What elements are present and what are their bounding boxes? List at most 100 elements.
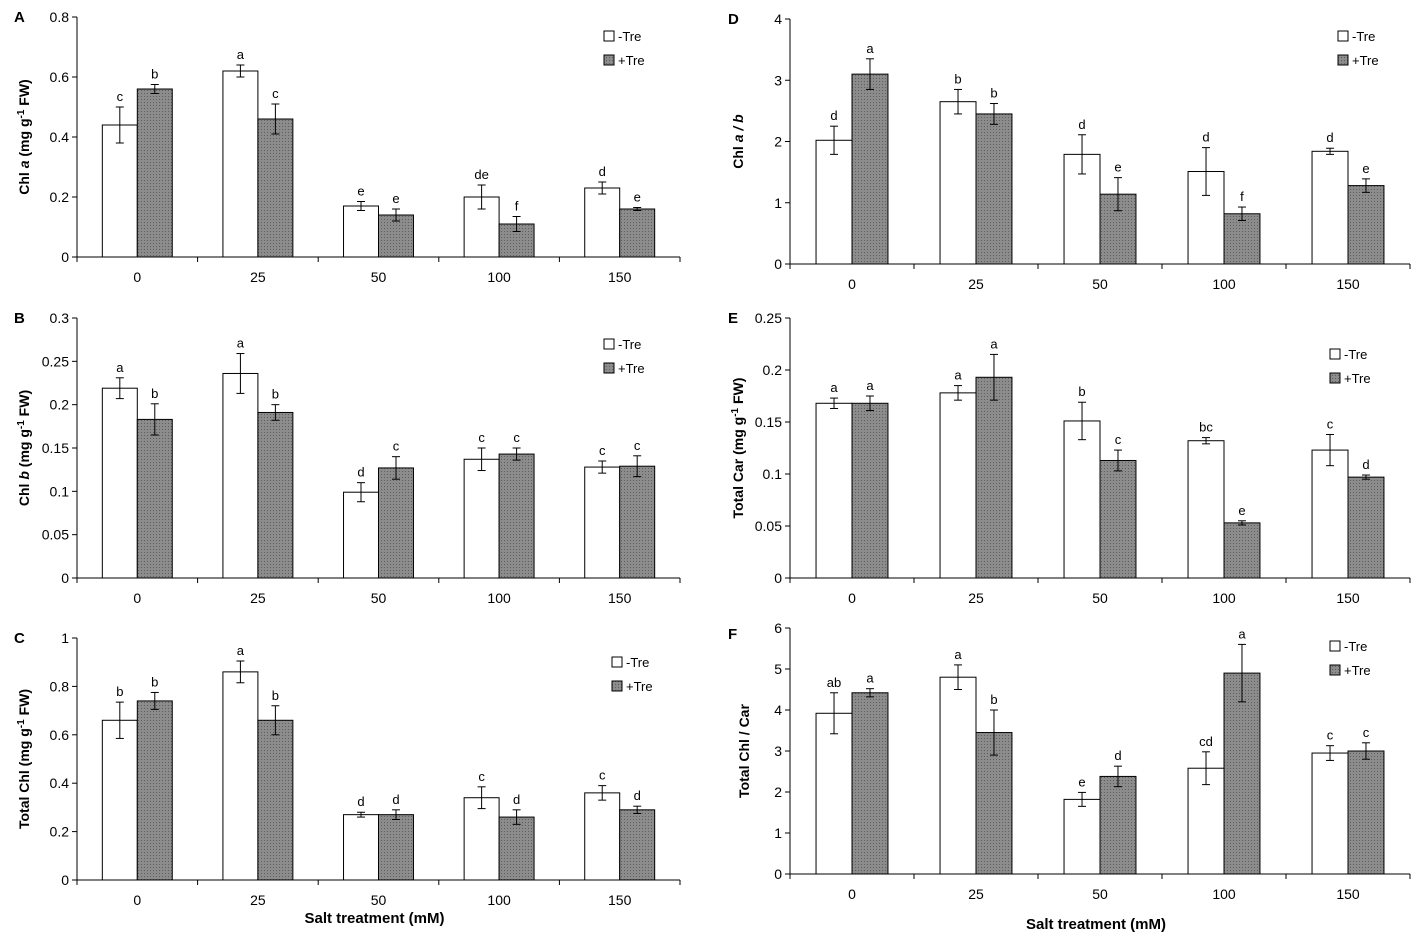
x-tick-label: 50: [1092, 276, 1108, 292]
bar-minus-tre: [1063, 420, 1101, 579]
bar-plus-tre: [975, 732, 1013, 875]
y-tick-label: 0.1: [50, 483, 70, 499]
significance-letter: d: [513, 792, 520, 807]
y-tick-label: 0.2: [50, 189, 70, 205]
bar-minus-tre: [343, 205, 379, 258]
significance-letter: e: [1114, 160, 1121, 175]
x-tick-label: 25: [968, 590, 984, 606]
bar-minus-tre: [939, 392, 977, 579]
panel-letter: E: [728, 310, 738, 327]
x-tick-label: 50: [1092, 590, 1108, 606]
y-tick-label: 0: [61, 570, 69, 586]
bar-plus-tre: [257, 411, 294, 579]
significance-letter: d: [357, 794, 364, 809]
legend-label: -Tre: [1344, 347, 1367, 362]
y-tick-label: 0.8: [50, 678, 70, 694]
y-tick-label: 2: [774, 134, 782, 150]
bar-plus-tre: [1099, 193, 1137, 265]
legend-label: -Tre: [1344, 639, 1367, 654]
legend-swatch: [611, 656, 623, 668]
panel-chl-a: A 0 0.2 0.4 0.6 0.8 0 25 50 100 150 c a e de d b c e f e -Tre…: [14, 9, 681, 285]
significance-letter: b: [1078, 384, 1085, 399]
significance-letter: d: [830, 108, 837, 123]
significance-letter: a: [237, 47, 245, 62]
significance-letter: b: [151, 674, 158, 689]
y-tick-label: 0.6: [50, 69, 70, 85]
significance-letter: b: [151, 67, 158, 82]
bar-plus-tre: [851, 692, 889, 875]
bar-plus-tre: [975, 376, 1013, 579]
bar-minus-tre: [343, 491, 379, 579]
y-tick-label: 1: [774, 825, 782, 841]
bar-plus-tre: [1099, 459, 1137, 579]
significance-letter: b: [272, 387, 279, 402]
significance-letter: a: [954, 647, 962, 662]
bar-plus-tre: [136, 700, 173, 881]
bar-minus-tre: [222, 372, 259, 579]
bar-minus-tre: [222, 671, 259, 881]
x-tick-label: 0: [133, 590, 141, 606]
significance-letter: b: [990, 86, 997, 101]
legend-swatch: [603, 338, 615, 350]
significance-letter: c: [1327, 728, 1334, 743]
x-tick-label: 25: [250, 892, 266, 908]
bar-plus-tre: [975, 113, 1013, 265]
bar-plus-tre: [498, 453, 535, 579]
panel-chl-a-b-ratio: D 0 1 2 3 4 0 25 50 100 150 d b d d d a b e f e -Tre +Tre Chl a…: [728, 11, 1411, 292]
bar-plus-tre: [1223, 522, 1261, 579]
legend-label: +Tre: [618, 53, 645, 68]
bar-plus-tre: [378, 467, 414, 579]
y-axis-label: Total Chl / Car: [736, 704, 752, 798]
bar-plus-tre: [498, 816, 535, 881]
x-tick-label: 25: [250, 590, 266, 606]
y-tick-label: 0: [61, 249, 69, 265]
y-tick-label: 0.1: [763, 466, 783, 482]
legend-label: -Tre: [626, 655, 649, 670]
legend-swatch: [1329, 372, 1341, 384]
significance-letter: c: [272, 86, 279, 101]
x-tick-label: 100: [487, 590, 511, 606]
significance-letter: c: [634, 438, 641, 453]
significance-letter: d: [634, 788, 641, 803]
bar-plus-tre: [619, 208, 656, 258]
bar-minus-tre: [1187, 440, 1225, 579]
legend-label: +Tre: [1344, 663, 1371, 678]
y-tick-label: 0: [61, 872, 69, 888]
legend-label: +Tre: [626, 679, 653, 694]
bar-plus-tre: [1099, 775, 1137, 875]
x-axis-title: Salt treatment (mM): [1026, 916, 1166, 933]
significance-letter: de: [474, 167, 488, 182]
significance-letter: a: [116, 360, 124, 375]
y-tick-label: 3: [774, 72, 782, 88]
bar-minus-tre: [815, 402, 853, 579]
bar-minus-tre: [939, 676, 977, 875]
x-tick-label: 0: [848, 590, 856, 606]
bar-minus-tre: [463, 797, 500, 881]
significance-letter: bc: [1199, 420, 1213, 435]
bar-minus-tre: [101, 124, 138, 258]
bar-minus-tre: [1311, 150, 1349, 265]
y-axis-label: Total Chl (mg g-1 FW): [16, 689, 33, 829]
bar-minus-tre: [584, 792, 621, 881]
significance-letter: e: [1078, 774, 1085, 789]
significance-letter: a: [866, 671, 874, 686]
bar-minus-tre: [939, 101, 977, 265]
bar-plus-tre: [619, 465, 656, 579]
x-tick-label: 25: [968, 276, 984, 292]
x-tick-label: 100: [487, 269, 511, 285]
y-tick-label: 0.2: [50, 397, 70, 413]
significance-letter: d: [1326, 130, 1333, 145]
y-tick-label: 0.2: [763, 362, 783, 378]
y-tick-label: 6: [774, 620, 782, 636]
significance-letter: f: [515, 199, 519, 214]
bar-minus-tre: [1063, 798, 1101, 875]
significance-letter: a: [990, 336, 998, 351]
legend-label: +Tre: [1352, 53, 1379, 68]
bar-plus-tre: [136, 418, 173, 579]
legend-swatch: [603, 30, 615, 42]
significance-letter: e: [634, 190, 641, 205]
panel-letter: B: [14, 310, 25, 327]
bar-minus-tre: [584, 466, 621, 579]
bar-plus-tre: [851, 73, 889, 265]
